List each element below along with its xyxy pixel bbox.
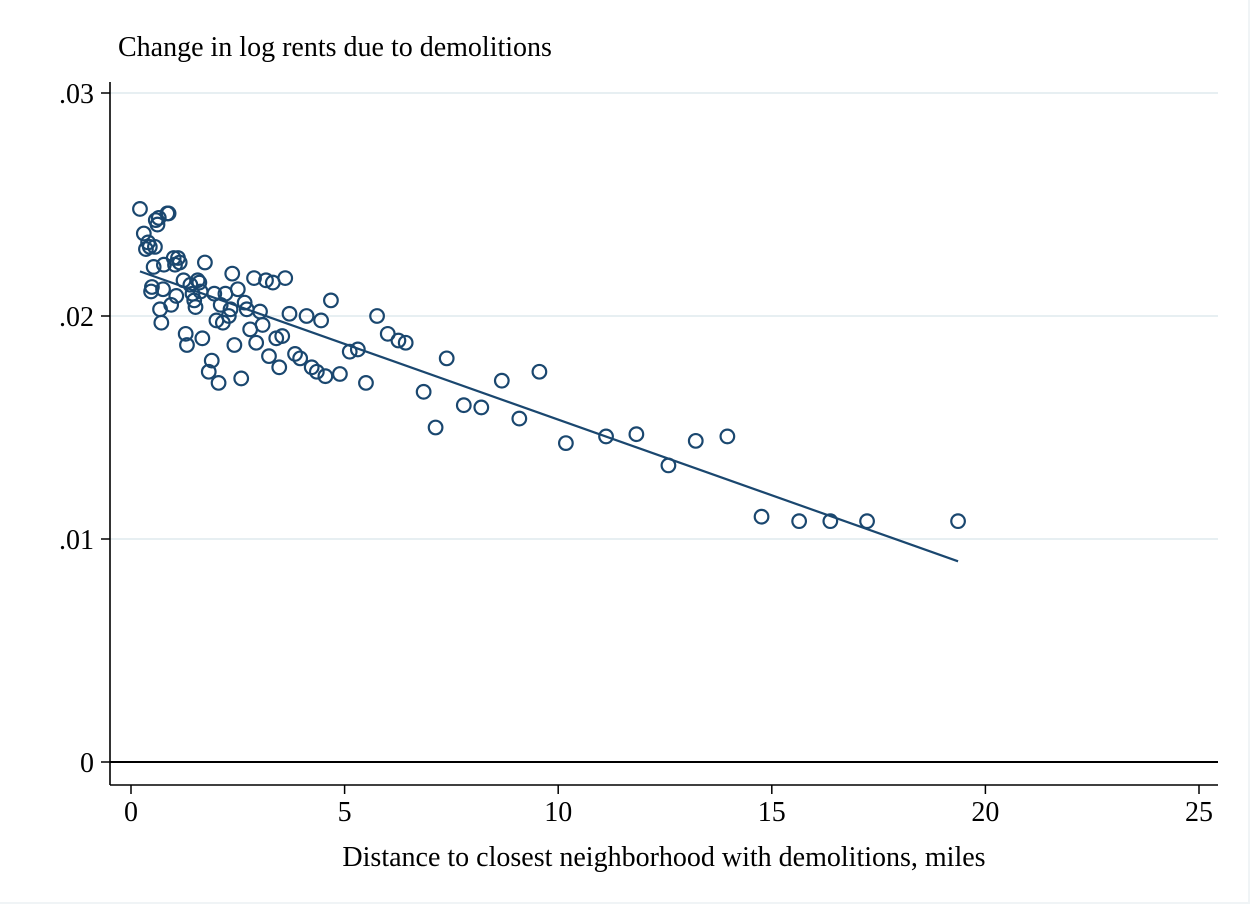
- x-tick-label: 20: [971, 797, 999, 828]
- scatter-point: [511, 410, 528, 427]
- scatter-point: [598, 428, 614, 445]
- y-axis-title: Change in log rents due to demolitions: [118, 32, 552, 63]
- scatter-point: [277, 270, 294, 286]
- scatter-point: [397, 334, 414, 351]
- scatter-point: [438, 350, 455, 367]
- gridlines: [110, 92, 1218, 763]
- scatter-point: [197, 254, 213, 271]
- scatter-point: [415, 383, 432, 400]
- scatter-point: [390, 332, 407, 349]
- scatter-point: [187, 299, 204, 315]
- scatter-point: [145, 259, 162, 275]
- scatter-point: [287, 346, 303, 362]
- scatter-point: [313, 312, 330, 329]
- x-axis-title: Distance to closest neighborhood with de…: [342, 842, 985, 873]
- scatter-point: [341, 343, 358, 360]
- scatter-point: [233, 370, 250, 387]
- scatter-point: [317, 368, 334, 385]
- scatter-point: [248, 334, 265, 351]
- ticks: 0 .01 .02 .03 0 5 10 15 20 25: [59, 79, 1213, 828]
- scatter-point: [132, 201, 148, 217]
- fit-line-layer: [139, 270, 959, 563]
- scatter-point: [254, 317, 271, 333]
- scatter-point: [200, 363, 217, 380]
- scatter-point: [950, 513, 966, 530]
- scatter-point: [171, 254, 188, 271]
- y-tick-label: .02: [59, 302, 94, 333]
- scatter-point: [222, 301, 239, 318]
- x-tick-label: 15: [758, 797, 786, 828]
- scatter-point: [210, 375, 227, 391]
- scatter-point: [274, 328, 291, 344]
- x-tick-label: 10: [544, 797, 572, 828]
- scatter-point: [719, 428, 736, 445]
- scatter-point: [149, 216, 166, 233]
- scatter-point: [246, 270, 262, 286]
- scatter-point: [150, 209, 167, 226]
- scatter-point: [557, 435, 574, 452]
- scatter-point: [189, 272, 206, 289]
- scatter-point: [358, 375, 374, 391]
- scatter-point: [229, 281, 246, 298]
- x-tick-label: 5: [338, 797, 352, 828]
- scatter-point: [236, 294, 253, 311]
- scatter-point: [292, 350, 309, 367]
- scatter-point: [369, 308, 385, 324]
- scatter-point: [261, 348, 277, 365]
- scatter-point: [144, 279, 160, 295]
- scatter-point: [141, 238, 158, 255]
- scatter-point: [531, 363, 548, 380]
- scatter-point: [822, 513, 839, 530]
- scatter-point: [349, 341, 366, 358]
- scatter-point: [493, 372, 510, 389]
- scatter-point: [753, 508, 770, 525]
- scatter-point: [332, 366, 348, 382]
- scatter-point: [628, 426, 645, 443]
- scatter-point: [687, 432, 704, 449]
- y-tick-label: .03: [59, 79, 94, 110]
- axes: [109, 82, 1218, 786]
- scatter-point: [323, 292, 339, 309]
- scatter-point: [194, 330, 211, 347]
- scatter-point: [135, 225, 152, 242]
- scatter-point: [281, 305, 298, 322]
- scatter-point: [473, 399, 490, 416]
- scatter-point: [163, 296, 180, 313]
- fitted-line: [139, 270, 959, 563]
- data-points: [132, 201, 966, 530]
- y-tick-label: 0: [80, 748, 94, 779]
- scatter-point: [155, 281, 171, 298]
- scatter-point: [203, 352, 220, 369]
- scatter-point: [258, 272, 274, 289]
- scatter-point: [455, 397, 472, 414]
- scatter-point: [660, 457, 677, 474]
- scatter-point: [191, 274, 208, 291]
- scatter-point: [298, 308, 315, 324]
- scatter-point: [226, 337, 243, 353]
- scatter-point: [177, 325, 194, 342]
- x-tick-label: 0: [124, 797, 138, 828]
- scatter-point: [147, 238, 163, 255]
- y-tick-label: .01: [59, 525, 94, 556]
- scatter-point: [220, 308, 237, 324]
- scatter-point: [271, 359, 288, 376]
- scatter-point: [303, 359, 320, 376]
- scatter-point: [859, 513, 875, 530]
- scatter-point: [308, 363, 325, 380]
- scatter-point: [168, 288, 185, 304]
- x-tick-label: 25: [1185, 797, 1213, 828]
- scatter-point: [179, 337, 195, 353]
- scatter-point: [427, 419, 444, 436]
- scatter-point: [160, 205, 177, 222]
- scatter-point: [224, 265, 241, 282]
- scatter-point: [153, 314, 170, 331]
- scatter-point: [791, 513, 808, 530]
